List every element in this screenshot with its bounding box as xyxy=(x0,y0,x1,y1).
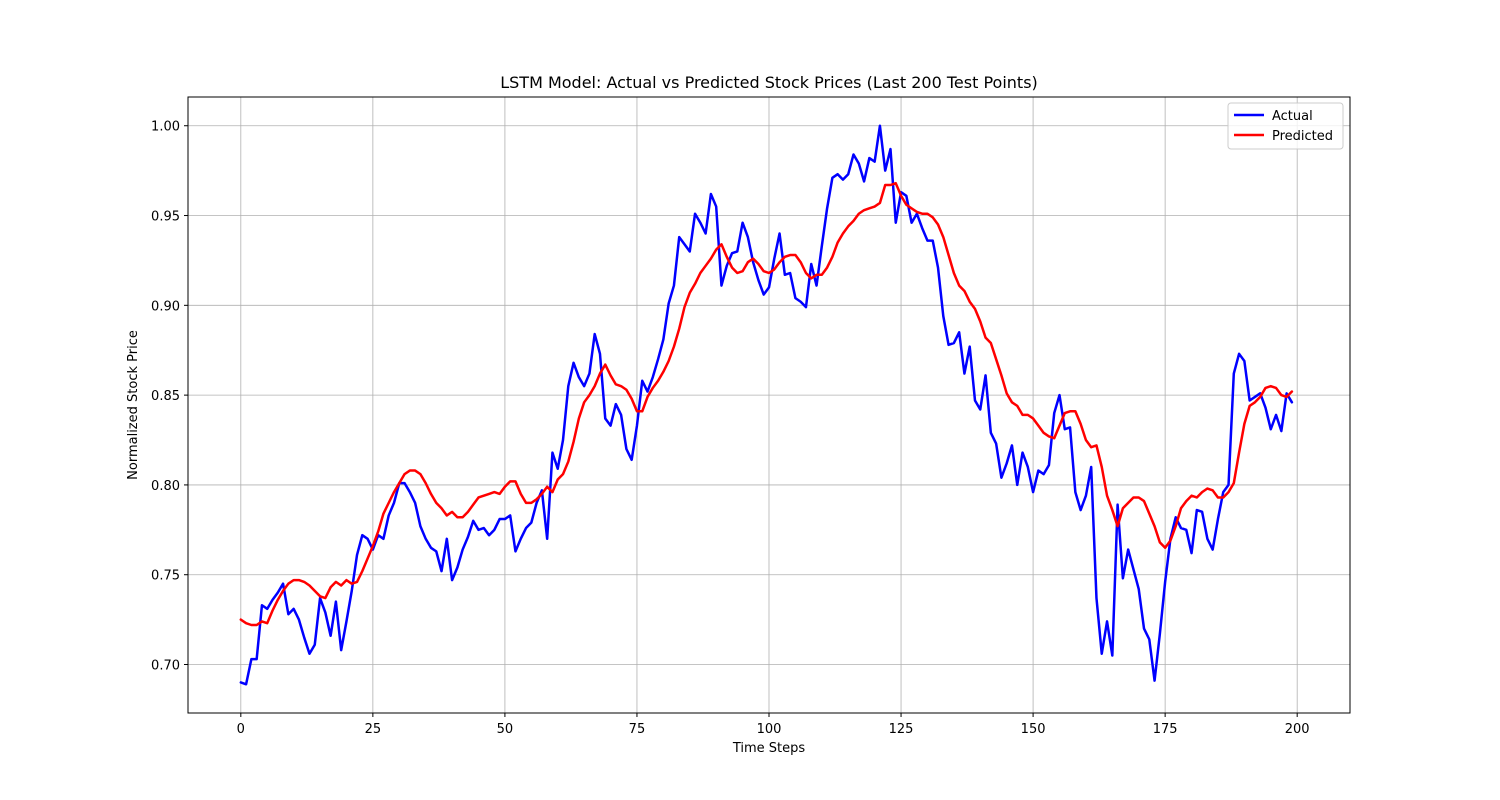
y-tick-label: 0.85 xyxy=(151,389,180,404)
x-tick-label: 100 xyxy=(757,722,782,737)
x-tick-label: 200 xyxy=(1285,722,1310,737)
y-tick-label: 1.00 xyxy=(151,120,180,135)
x-axis-ticks: 0 25 50 75 100 125 150 175 200 xyxy=(237,713,1310,737)
x-tick-label: 75 xyxy=(629,722,646,737)
y-tick-label: 0.75 xyxy=(151,569,180,584)
x-tick-label: 175 xyxy=(1153,722,1178,737)
y-tick-label: 0.90 xyxy=(151,299,180,314)
x-tick-label: 50 xyxy=(497,722,514,737)
x-axis-label: Time Steps xyxy=(732,741,806,756)
legend-label-predicted: Predicted xyxy=(1272,129,1333,144)
x-tick-label: 0 xyxy=(237,722,245,737)
legend: Actual Predicted xyxy=(1227,102,1344,150)
x-tick-label: 125 xyxy=(889,722,914,737)
y-axis-label: Normalized Stock Price xyxy=(126,330,141,480)
chart-title: LSTM Model: Actual vs Predicted Stock Pr… xyxy=(500,73,1038,92)
legend-label-actual: Actual xyxy=(1272,109,1313,124)
y-axis-ticks: 0.70 0.75 0.80 0.85 0.90 0.95 1.00 xyxy=(151,120,188,674)
y-tick-label: 0.80 xyxy=(151,479,180,494)
plot-series xyxy=(239,124,1294,686)
y-tick-label: 0.70 xyxy=(151,659,180,674)
y-tick-label: 0.95 xyxy=(151,210,180,225)
series-line-actual xyxy=(239,124,1294,686)
x-tick-label: 150 xyxy=(1021,722,1046,737)
series-line-predicted xyxy=(239,181,1294,627)
x-tick-label: 25 xyxy=(365,722,382,737)
